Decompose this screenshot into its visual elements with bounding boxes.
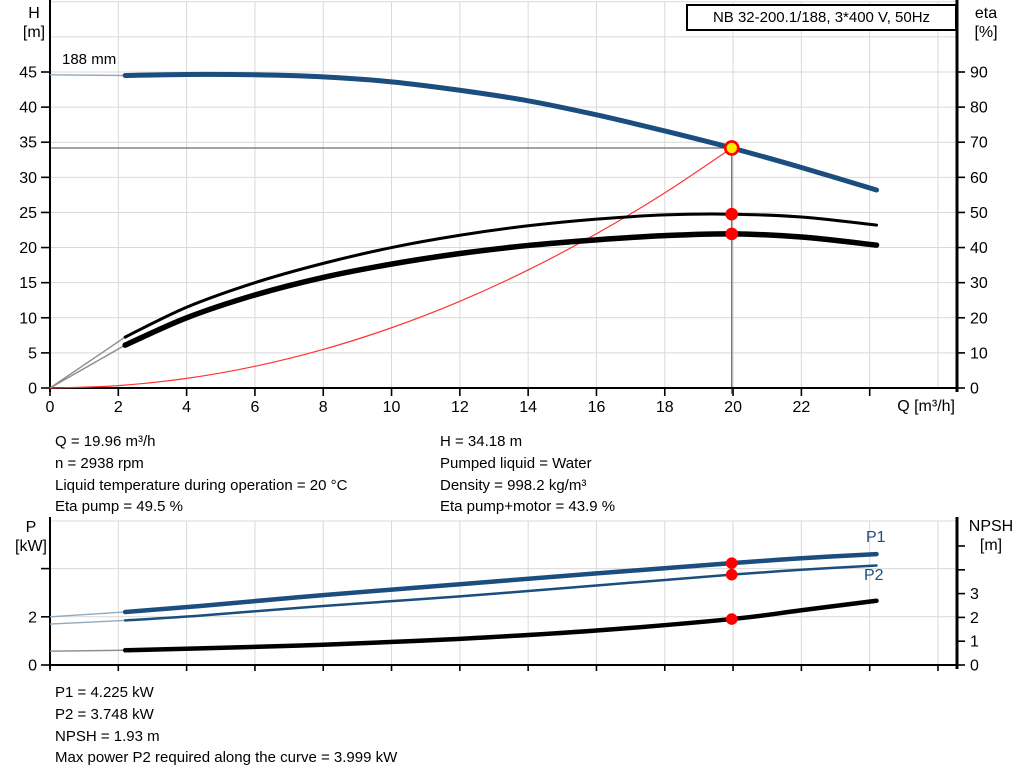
eta-tick-label: 20 [970, 310, 988, 327]
npsh-tick-label: 0 [970, 658, 979, 675]
eta-pump-curve [123, 212, 879, 339]
info-p1: P1 = 4.225 kW [55, 684, 154, 701]
eta-pump-motor-curve [122, 231, 880, 348]
eta-pump-duty-dot [725, 207, 739, 221]
info-pumped-liquid: Pumped liquid = Water [440, 454, 592, 472]
h-tick-label: 10 [19, 310, 37, 327]
system-curve [49, 147, 733, 389]
eta-axis-label-line1: eta [974, 5, 998, 22]
eta-pump-motor-duty-dot [725, 227, 739, 241]
info-head: H = 34.18 m [440, 433, 523, 450]
h-tick-label: 35 [19, 135, 37, 152]
npsh-curve [122, 598, 879, 653]
info-p2: P2 = 3.748 kW [55, 705, 154, 723]
duty-info-left: Q = 19.96 m³/h n = 2938 rpm Liquid tempe… [55, 431, 347, 518]
q-tick-label: 22 [792, 399, 810, 416]
npsh-axis-label: NPSH [m] [962, 517, 1020, 555]
p1-curve-label: P1 [866, 529, 886, 546]
info-flow: Q = 19.96 m³/h [55, 433, 156, 450]
eta-tick-label: 30 [970, 275, 988, 292]
info-speed: n = 2938 rpm [55, 454, 144, 472]
eta-tick-label: 40 [970, 240, 988, 257]
head-curve [122, 71, 880, 193]
duty-info-right: H = 34.18 m Pumped liquid = Water Densit… [440, 431, 615, 518]
npsh-axis-label-line2: [m] [979, 537, 1003, 554]
tick-labels-top-chart: 0 5 10 15 20 25 30 35 40 45 0 10 20 30 40 50 60 70 80 90 0 2 4… [19, 65, 988, 416]
info-liquid-temperature: Liquid temperature during operation = 20… [55, 476, 348, 494]
h-tick-label: 30 [19, 170, 37, 187]
eta-tick-label: 10 [970, 345, 988, 362]
eta-axis-label-line2: [%] [974, 24, 998, 41]
p-axis-label-line2: [kW] [15, 538, 47, 555]
npsh-tick-label: 3 [970, 586, 979, 603]
h-axis-label-line1: H [28, 5, 40, 22]
h-tick-label: 0 [28, 381, 37, 398]
head-curve-extension [49, 74, 126, 77]
p2-curve-label: P2 [864, 567, 884, 584]
p2-curve [123, 564, 878, 622]
eta-tick-label: 0 [970, 381, 979, 398]
eta-tick-label: 80 [970, 100, 988, 117]
curves-bottom-chart [49, 551, 879, 653]
eta-axis-label: eta [%] [964, 4, 1008, 42]
q-tick-label: 4 [182, 399, 191, 416]
npsh-tick-label: 1 [970, 634, 979, 651]
curves-top-chart [49, 71, 880, 389]
h-tick-label: 25 [19, 205, 37, 222]
h-axis-label-line2: [m] [22, 24, 46, 41]
head-efficiency-chart: 0 5 10 15 20 25 30 35 40 45 0 10 20 30 40 50 60 70 80 90 0 2 4… [19, 0, 988, 416]
eta-tick-label: 50 [970, 205, 988, 222]
h-axis-label: H [m] [16, 4, 52, 42]
p-tick-label: 2 [28, 609, 37, 626]
info-density: Density = 998.2 kg/m³ [440, 476, 587, 494]
q-tick-label: 12 [451, 399, 469, 416]
power-npsh-chart: 0 2 0 1 2 3 [28, 517, 979, 675]
p1-duty-dot [725, 557, 738, 569]
h-tick-label: 20 [19, 240, 37, 257]
eta-tick-label: 90 [970, 65, 988, 82]
info-max-power: Max power P2 required along the curve = … [55, 749, 398, 767]
q-tick-label: 18 [656, 399, 674, 416]
tick-labels-bottom-chart: 0 2 0 1 2 3 [28, 545, 979, 675]
q-tick-label: 10 [383, 399, 401, 416]
p-axis-label-line1: P [25, 519, 37, 536]
info-eta-pump: Eta pump = 49.5 % [55, 498, 183, 516]
eta-tick-label: 60 [970, 170, 988, 187]
q-tick-label: 8 [319, 399, 328, 416]
impeller-size-label: 188 mm [62, 51, 117, 68]
h-tick-label: 45 [19, 65, 37, 82]
npsh-axis-label-line1: NPSH [968, 518, 1014, 535]
eta-tick-label: 70 [970, 135, 988, 152]
p2-duty-dot [725, 568, 738, 581]
q-tick-label: 6 [250, 399, 259, 416]
p-tick-label: 0 [28, 658, 37, 675]
q-tick-label: 0 [46, 399, 55, 416]
h-tick-label: 15 [19, 275, 37, 292]
p2-curve-extension [49, 619, 126, 625]
q-tick-label: 14 [519, 399, 537, 416]
info-eta-pump-motor: Eta pump+motor = 43.9 % [440, 498, 616, 516]
p1-curve [122, 551, 879, 615]
q-tick-label: 2 [114, 399, 123, 416]
info-npsh: NPSH = 1.93 m [55, 727, 160, 745]
p-axis-label: P [kW] [10, 518, 52, 556]
pump-title-box: NB 32-200.1/188, 3*400 V, 50Hz [686, 4, 957, 31]
eta-pump-curve-extension [49, 336, 126, 389]
h-tick-label: 40 [19, 100, 37, 117]
npsh-duty-dot [725, 613, 738, 625]
p1-curve-extension [49, 611, 126, 618]
duty-point-marker[interactable] [723, 140, 740, 156]
eta-pump-motor-curve-extension [49, 344, 126, 389]
h-tick-label: 5 [28, 345, 37, 362]
q-tick-label: 16 [588, 399, 606, 416]
npsh-curve-extension [49, 649, 126, 652]
npsh-tick-label: 2 [970, 610, 979, 627]
q-axis-label: Q [m³/h] [897, 398, 955, 415]
grid-top-chart [50, 1, 957, 388]
q-tick-label: 20 [724, 399, 742, 416]
power-info-block: P1 = 4.225 kW P2 = 3.748 kW NPSH = 1.93 … [55, 682, 397, 769]
